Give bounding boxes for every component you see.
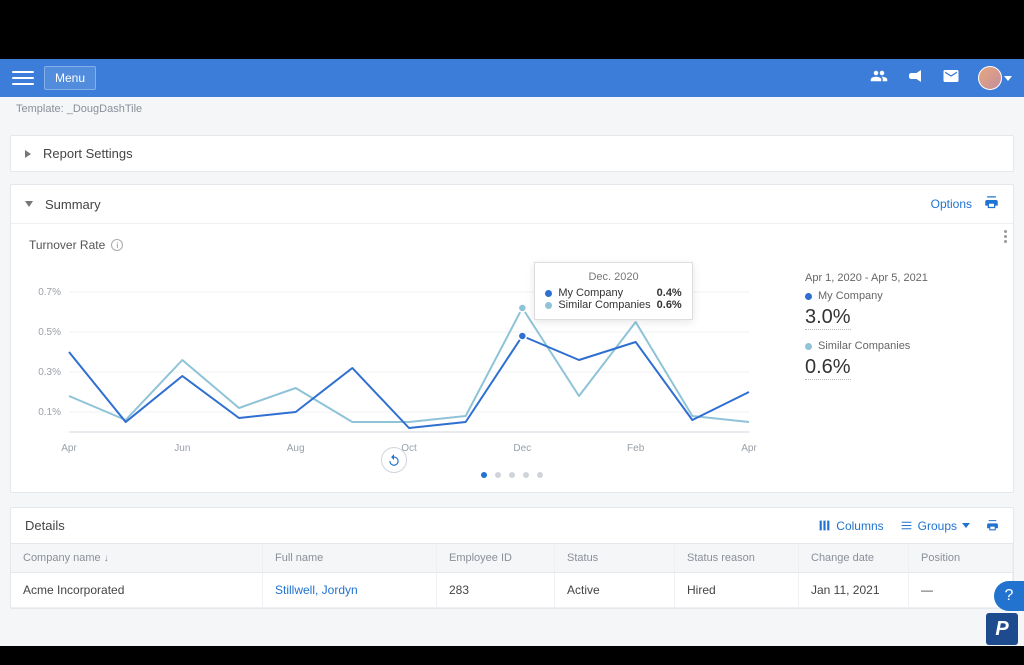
svg-text:0.1%: 0.1% [38,407,61,418]
topbar: Menu [0,59,1024,97]
svg-text:Aug: Aug [287,443,305,454]
letterbox-bottom [0,646,1024,665]
sort-arrow-icon: ↓ [104,553,109,564]
carousel-dot[interactable] [523,472,529,478]
report-settings-header[interactable]: Report Settings [11,136,1013,171]
chevron-down-icon [962,523,970,528]
groups-label: Groups [918,519,957,533]
summary-actions: Options [931,195,999,213]
sidebar-stat: My Company3.0% [805,290,995,338]
chevron-down-icon [1004,76,1012,81]
cell-reason: Hired [675,573,799,607]
columns-label: Columns [836,519,883,533]
chart-menu-icon[interactable] [1004,228,1007,245]
info-icon[interactable]: i [111,239,123,251]
chart-title-row: Turnover Rate i [29,238,995,252]
carousel-dot[interactable] [481,472,487,478]
carousel-dot[interactable] [509,472,515,478]
col-empid[interactable]: Employee ID [437,544,555,572]
summary-header[interactable]: Summary Options [11,185,1013,224]
svg-text:0.7%: 0.7% [38,287,61,298]
letterbox-top [0,0,1024,59]
app-root: Menu Template: _DougDashTile Report Sett… [0,59,1024,646]
cell-empid: 283 [437,573,555,607]
hamburger-icon[interactable] [12,67,34,89]
svg-text:0.5%: 0.5% [38,327,61,338]
col-status[interactable]: Status [555,544,675,572]
chart-tooltip: Dec. 2020 My Company0.4%Similar Companie… [534,262,692,320]
announce-icon[interactable] [906,67,924,90]
reset-button[interactable] [381,447,407,473]
svg-text:Dec: Dec [513,443,531,454]
topbar-actions [870,66,1012,90]
svg-text:0.3%: 0.3% [38,367,61,378]
details-panel: Details Columns Groups [10,507,1014,609]
table-header: Company name↓ Full name Employee ID Stat… [11,543,1013,573]
svg-text:Apr: Apr [741,443,757,454]
avatar-icon [978,66,1002,90]
summary-panel: Summary Options Turnover Rate i 0.1% 0.3%… [10,184,1014,493]
print-details-icon[interactable] [986,519,999,532]
report-settings-title: Report Settings [43,146,133,161]
contacts-icon[interactable] [870,67,888,90]
template-label: Template: _DougDashTile [10,97,1014,123]
carousel-dot[interactable] [537,472,543,478]
cell-fullname[interactable]: Stillwell, Jordyn [263,573,437,607]
chart-card: Turnover Rate i 0.1% 0.3% 0.5% 0.7% Apr Jun Au… [11,224,1013,492]
cell-change: Jan 11, 2021 [799,573,909,607]
tooltip-row: Similar Companies0.6% [545,299,681,311]
user-menu[interactable] [978,66,1012,90]
table-body: Acme Incorporated Stillwell, Jordyn 283 … [11,573,1013,608]
svg-text:Feb: Feb [627,443,645,454]
col-reason[interactable]: Status reason [675,544,799,572]
chart-body: 0.1%0.3%0.5%0.7%AprJunAugOctDecFebApr De… [29,262,995,462]
svg-text:Jun: Jun [174,443,190,454]
mail-icon[interactable] [942,67,960,90]
svg-text:Apr: Apr [61,443,77,454]
col-change[interactable]: Change date [799,544,909,572]
report-settings-panel: Report Settings [10,135,1014,172]
cell-company: Acme Incorporated [11,573,263,607]
details-actions: Columns Groups [818,519,999,533]
carousel-dots[interactable] [29,462,995,484]
help-button[interactable]: ? [994,581,1024,611]
groups-button[interactable]: Groups [900,519,970,533]
chart-plot[interactable]: 0.1%0.3%0.5%0.7%AprJunAugOctDecFebApr De… [29,262,785,462]
chart-title: Turnover Rate [29,238,105,252]
col-fullname[interactable]: Full name [263,544,437,572]
chevron-down-icon [25,201,33,207]
tooltip-title: Dec. 2020 [545,271,681,283]
details-title: Details [25,518,65,533]
col-company[interactable]: Company name↓ [11,544,263,572]
date-range: Apr 1, 2020 - Apr 5, 2021 [805,272,995,284]
columns-button[interactable]: Columns [818,519,883,533]
details-toolbar: Details Columns Groups [11,508,1013,543]
chart-sidebar: Apr 1, 2020 - Apr 5, 2021 My Company3.0%… [785,262,995,462]
tooltip-row: My Company0.4% [545,287,681,299]
provider-badge[interactable]: P [986,613,1018,645]
table-row[interactable]: Acme Incorporated Stillwell, Jordyn 283 … [11,573,1013,608]
cell-status: Active [555,573,675,607]
summary-title: Summary [45,197,101,212]
col-position[interactable]: Position [909,544,1013,572]
chevron-right-icon [25,150,31,158]
print-icon[interactable] [984,195,999,213]
options-link[interactable]: Options [931,197,972,211]
menu-button[interactable]: Menu [44,66,96,90]
sidebar-stat: Similar Companies0.6% [805,340,995,388]
carousel-dot[interactable] [495,472,501,478]
content-area: Template: _DougDashTile Report Settings … [0,97,1024,619]
